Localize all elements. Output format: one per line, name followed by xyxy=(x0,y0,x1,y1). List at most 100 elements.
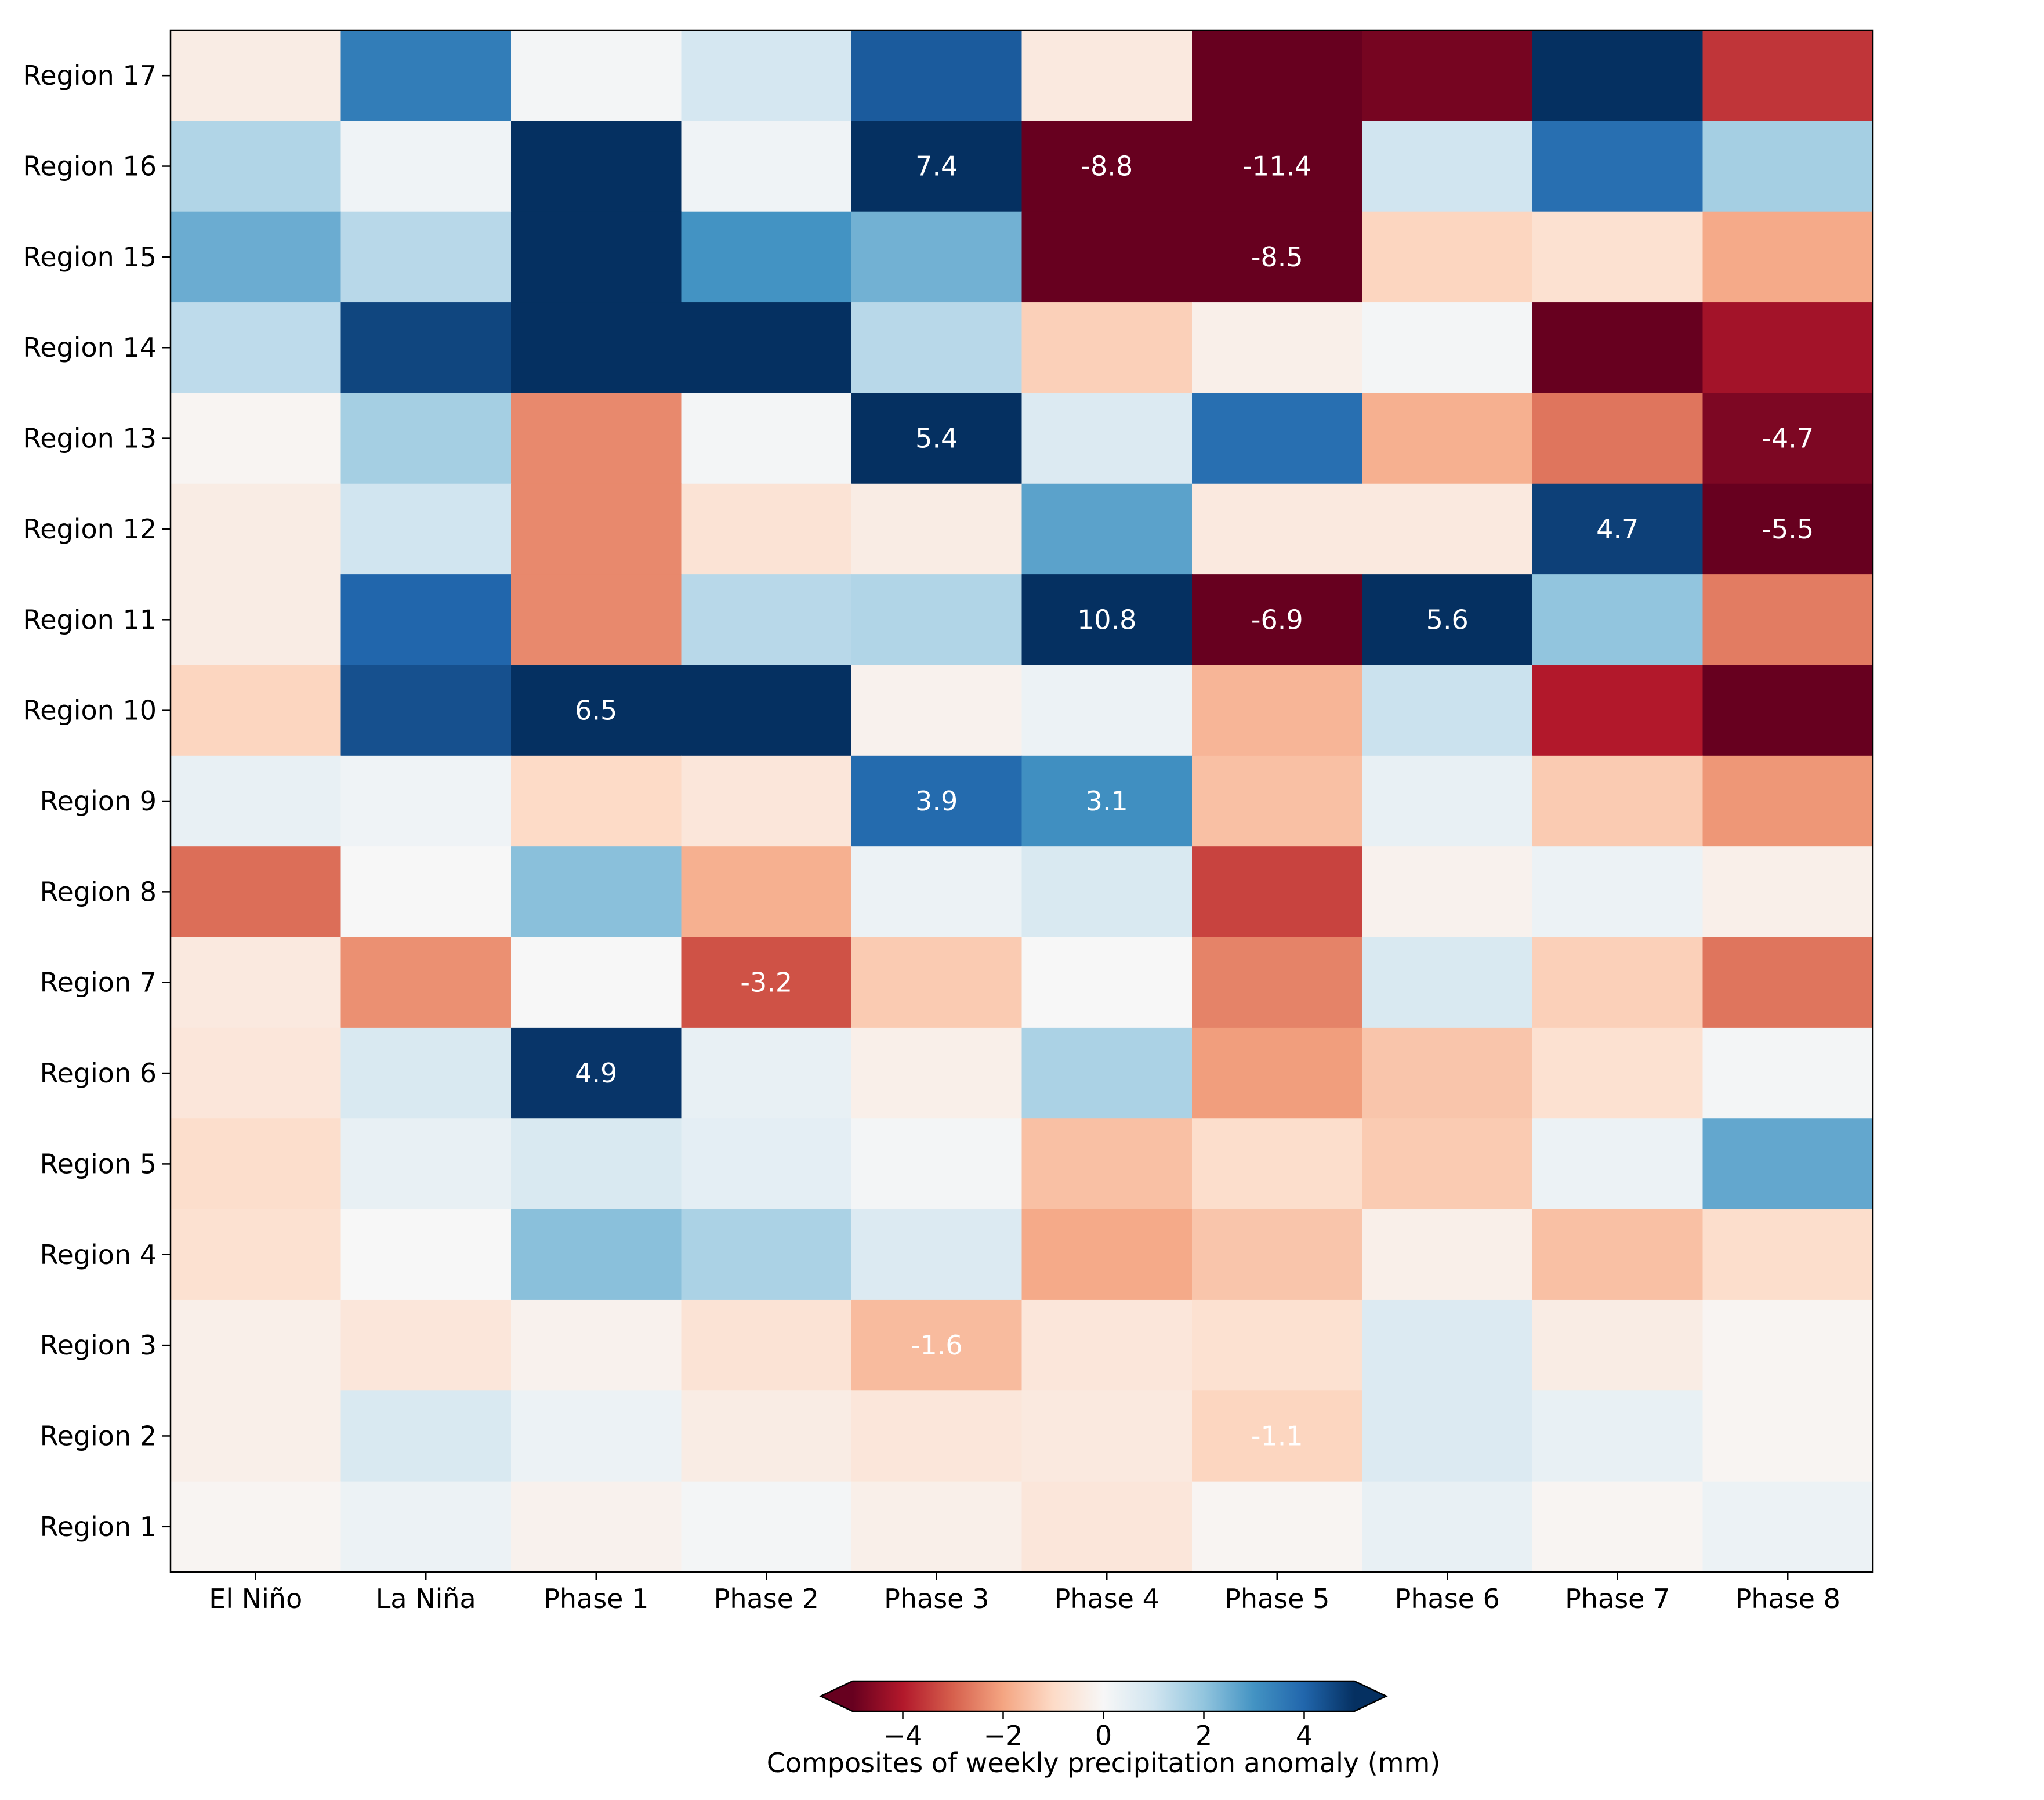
colorbar-ticks: −4 −2 0 2 4 xyxy=(883,1711,1313,1751)
heatmap-cell xyxy=(1362,846,1533,938)
heatmap-cell xyxy=(511,665,682,756)
colorbar: −4 −2 0 2 4 Composites of weekly precipitati… xyxy=(767,1680,1441,1779)
heatmap-cell xyxy=(340,393,512,484)
cell-annotation: -4.7 xyxy=(1762,423,1814,454)
cell-annotation: 4.7 xyxy=(1596,513,1639,545)
heatmap-cell xyxy=(1702,937,1873,1028)
heatmap-cell xyxy=(1702,665,1873,756)
heatmap-cell xyxy=(171,755,342,847)
heatmap-cell xyxy=(851,574,1023,666)
heatmap-cell xyxy=(511,393,682,484)
heatmap-cell xyxy=(1362,755,1533,847)
heatmap-cell xyxy=(340,1209,512,1301)
heatmap-cell xyxy=(171,1118,342,1210)
heatmap-cell xyxy=(171,937,342,1028)
heatmap-cell xyxy=(340,211,512,303)
heatmap-cell xyxy=(1021,1299,1193,1391)
heatmap-cell xyxy=(511,846,682,938)
heatmap-cell xyxy=(851,1299,1023,1391)
colorbar-gradient xyxy=(853,1681,1354,1711)
heatmap-cell xyxy=(511,1209,682,1301)
heatmap-cell xyxy=(681,665,852,756)
y-tick-label: Region 3 xyxy=(40,1330,157,1361)
heatmap-cell xyxy=(1362,211,1533,303)
heatmap-cell xyxy=(171,121,342,212)
cell-annotation: 5.4 xyxy=(915,423,958,454)
heatmap-cell xyxy=(1192,483,1363,575)
heatmap-cell xyxy=(511,1118,682,1210)
heatmap-cell xyxy=(171,1209,342,1301)
x-axis: El Niño La Niña Phase 1 Phase 2 Phase 3 Phase… xyxy=(209,1572,1840,1614)
heatmap-cell xyxy=(340,302,512,394)
x-tick-label: Phase 3 xyxy=(884,1583,989,1614)
heatmap-cell xyxy=(681,1481,852,1573)
heatmap-cell xyxy=(511,1027,682,1119)
heatmap-cell xyxy=(1362,1209,1533,1301)
heatmap-cell xyxy=(1192,1027,1363,1119)
heatmap-cell xyxy=(171,393,342,484)
colorbar-tick-label: 0 xyxy=(1095,1720,1112,1751)
heatmap-cell xyxy=(511,1299,682,1391)
heatmap-cell xyxy=(1362,1027,1533,1119)
heatmap-cell xyxy=(851,30,1023,121)
cell-annotation: 3.1 xyxy=(1086,785,1128,817)
heatmap-cell xyxy=(511,211,682,303)
heatmap-cell xyxy=(171,846,342,938)
heatmap-cell xyxy=(1192,211,1363,303)
heatmap-cell xyxy=(681,121,852,212)
x-tick-label: Phase 5 xyxy=(1224,1583,1329,1614)
y-tick-label: Region 5 xyxy=(40,1148,157,1179)
heatmap-cell xyxy=(340,483,512,575)
heatmap-cell xyxy=(851,937,1023,1028)
heatmap-cell xyxy=(1702,574,1873,666)
heatmap-cell xyxy=(171,665,342,756)
y-tick-label: Region 7 xyxy=(40,967,157,998)
heatmap-cell xyxy=(1362,665,1533,756)
colorbar-tick-label: 4 xyxy=(1296,1720,1313,1751)
heatmap-cell xyxy=(1702,121,1873,212)
cell-annotation: 7.4 xyxy=(915,151,958,182)
heatmap-cell xyxy=(1702,1027,1873,1119)
y-axis: Region 17 Region 16 Region 15 Region 14 Regi… xyxy=(23,60,171,1542)
y-tick-label: Region 12 xyxy=(23,513,157,545)
colorbar-label: Composites of weekly precipitation anoma… xyxy=(767,1747,1441,1779)
heatmap-cell xyxy=(171,30,342,121)
heatmap-cell xyxy=(681,30,852,121)
heatmap-cell xyxy=(1362,393,1533,484)
heatmap-cell xyxy=(1192,302,1363,394)
x-tick-label: Phase 2 xyxy=(714,1583,819,1614)
colorbar-tick-label: 2 xyxy=(1195,1720,1212,1751)
heatmap-cell xyxy=(1702,211,1873,303)
heatmap-cell xyxy=(171,1299,342,1391)
cell-annotation: -11.4 xyxy=(1242,151,1311,182)
heatmap-cell xyxy=(1532,755,1704,847)
heatmap-cell xyxy=(1532,211,1704,303)
y-tick-label: Region 6 xyxy=(40,1057,157,1089)
y-tick-label: Region 2 xyxy=(40,1420,157,1451)
cell-annotation: 5.6 xyxy=(1426,604,1469,635)
heatmap-cell xyxy=(1532,1390,1704,1482)
heatmap-cell xyxy=(1192,937,1363,1028)
heatmap-cell xyxy=(1532,846,1704,938)
heatmap-cell xyxy=(340,1299,512,1391)
heatmap-cell xyxy=(851,1481,1023,1573)
heatmap-cell xyxy=(1021,755,1193,847)
heatmap-cell xyxy=(851,1118,1023,1210)
x-tick-label: Phase 8 xyxy=(1735,1583,1840,1614)
y-tick-label: Region 14 xyxy=(23,332,157,363)
heatmap-cell xyxy=(511,1481,682,1573)
heatmap-cell xyxy=(851,846,1023,938)
heatmap-cell xyxy=(511,483,682,575)
cell-annotation: -1.6 xyxy=(911,1330,963,1361)
heatmap-cell xyxy=(511,574,682,666)
y-tick-label: Region 4 xyxy=(40,1239,157,1270)
heatmap-cell xyxy=(1192,1390,1363,1482)
heatmap-cell xyxy=(340,1481,512,1573)
colorbar-extend-high xyxy=(1354,1681,1386,1711)
heatmap-cell xyxy=(1021,302,1193,394)
heatmap-cell xyxy=(171,483,342,575)
heatmap-cell xyxy=(1021,1481,1193,1573)
heatmap-cell xyxy=(1192,755,1363,847)
heatmap-cell xyxy=(340,937,512,1028)
